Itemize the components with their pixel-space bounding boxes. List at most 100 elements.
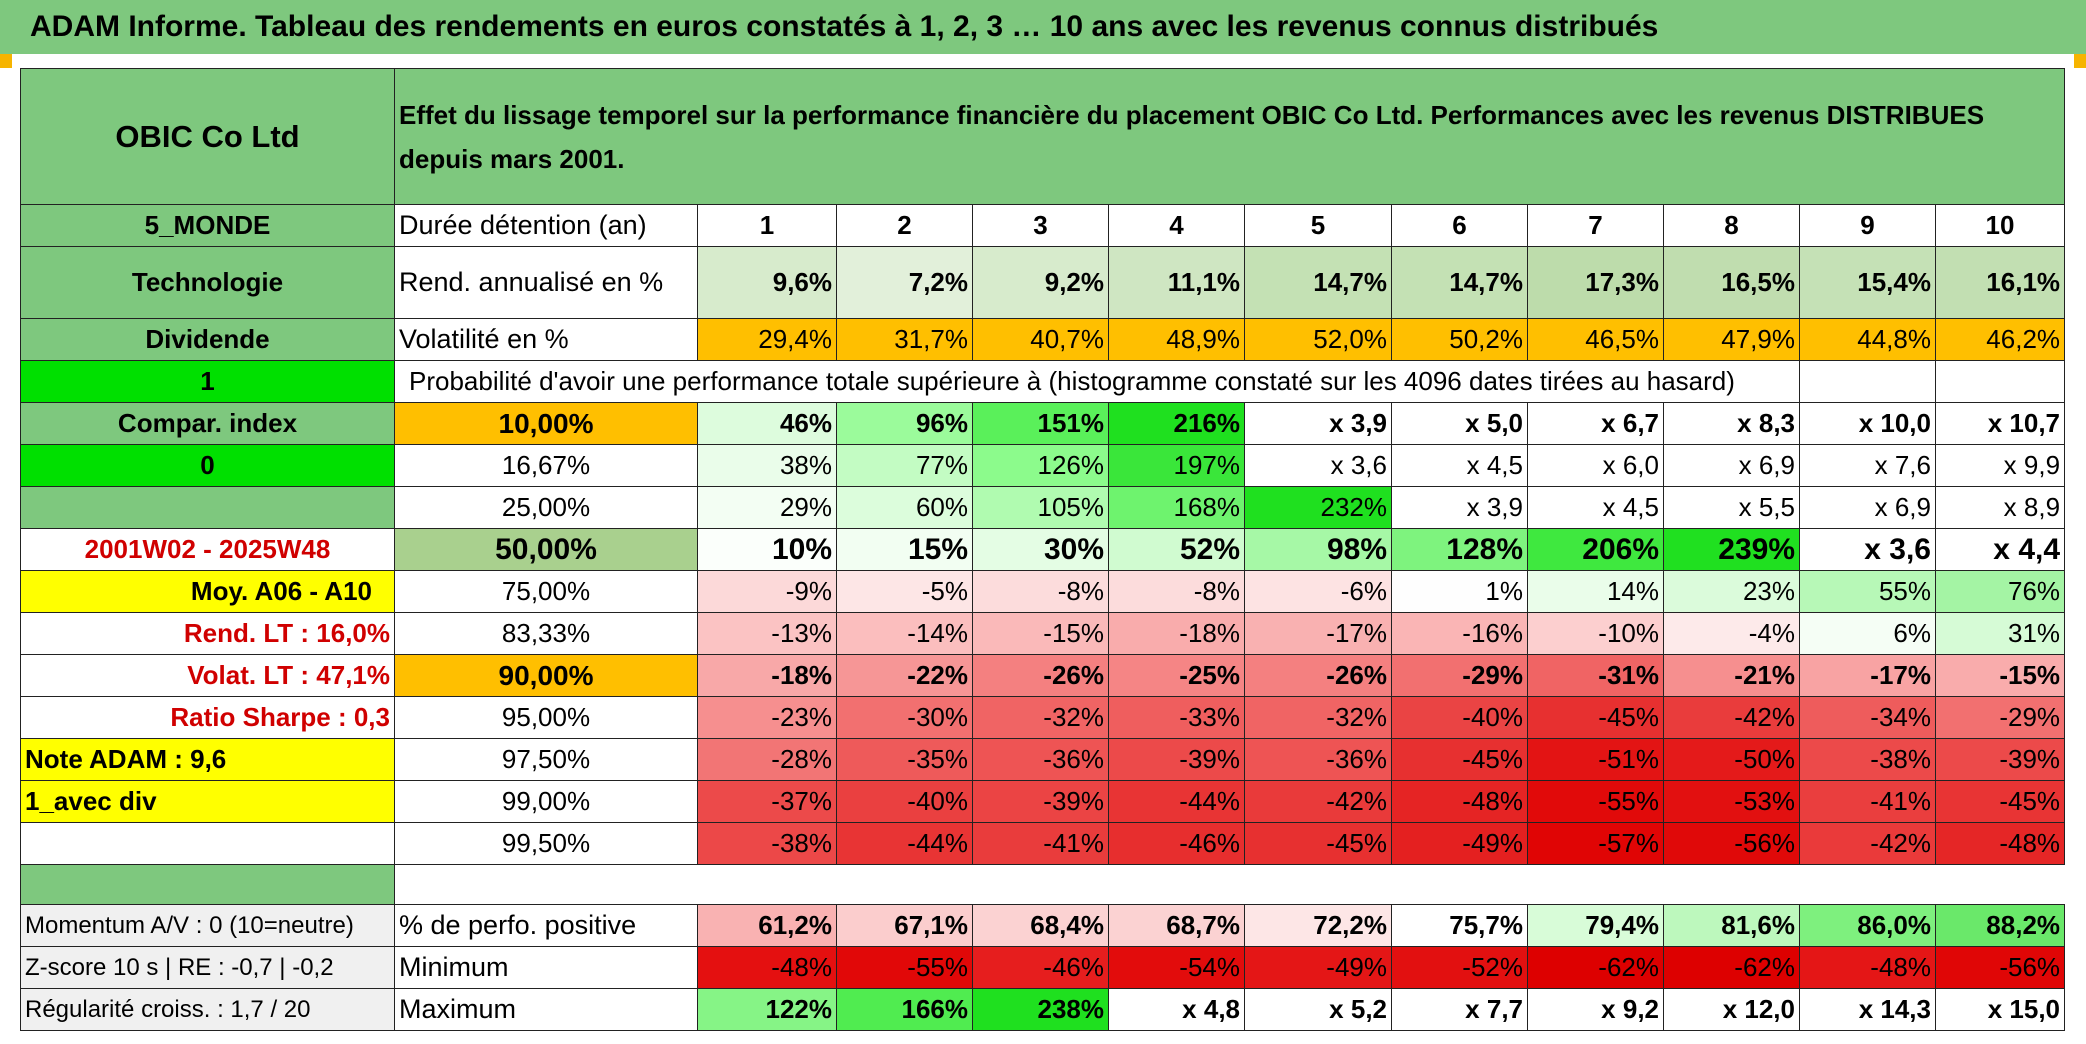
quantile-value-cell: -29% bbox=[1391, 654, 1528, 697]
table-row: 25,00% 29% 60% 105% 168% 232% x 3,9 x 4,5 x 5,5 x… bbox=[20, 486, 2066, 529]
table-row: Compar. index 10,00% 46% 96% 151% 216% x 3,9 x … bbox=[20, 402, 2066, 445]
year-header: 2 bbox=[836, 204, 973, 247]
table-row: Volat. LT : 47,1% 90,00% -18% -22% -26% -25% -… bbox=[20, 654, 2066, 697]
positive-perf-cell: 68,4% bbox=[972, 904, 1109, 947]
quantile-value-cell: -55% bbox=[1527, 780, 1664, 823]
annual-return-cell: 11,1% bbox=[1108, 246, 1245, 319]
positive-perf-cell: 75,7% bbox=[1391, 904, 1528, 947]
quantile-value-cell: 55% bbox=[1799, 570, 1936, 613]
annual-return-cell: 7,2% bbox=[836, 246, 973, 319]
quantile-value-cell: -21% bbox=[1663, 654, 1800, 697]
volatility-cell: 52,0% bbox=[1244, 318, 1392, 361]
maximum-cell: 122% bbox=[697, 988, 837, 1031]
quantile-value-cell: -45% bbox=[1934, 780, 2066, 823]
quantile-value-cell: -15% bbox=[1934, 654, 2066, 697]
quantile-value-cell: -28% bbox=[697, 738, 837, 781]
quantile-label: 99,00% bbox=[394, 780, 698, 823]
quantile-label: 90,00% bbox=[394, 654, 698, 697]
table-row: 1_avec div 99,00% -37% -40% -39% -44% -42% -48%… bbox=[20, 780, 2066, 823]
quantile-value-cell: 6% bbox=[1799, 612, 1936, 655]
quantile-value-cell: x 10,0 bbox=[1799, 402, 1936, 445]
volatility-cell: 29,4% bbox=[697, 318, 837, 361]
quantile-value-cell: 216% bbox=[1108, 402, 1245, 445]
regularity-label: Régularité croiss. : 1,7 / 20 bbox=[20, 988, 395, 1031]
volatility-cell: 48,9% bbox=[1108, 318, 1245, 361]
positive-perf-cell: 86,0% bbox=[1799, 904, 1936, 947]
quantile-value-cell: -40% bbox=[836, 780, 973, 823]
quantile-value-cell: -5% bbox=[836, 570, 973, 613]
long-term-return: Rend. LT : 16,0% bbox=[20, 612, 395, 655]
minimum-cell: -49% bbox=[1244, 946, 1392, 989]
quantile-value-cell: x 10,7 bbox=[1934, 402, 2066, 445]
maximum-cell: x 9,2 bbox=[1527, 988, 1664, 1031]
dividend-mode: 1_avec div bbox=[20, 780, 395, 823]
quantile-value-cell: 10% bbox=[697, 528, 837, 571]
quantile-value-cell: x 8,9 bbox=[1934, 486, 2066, 529]
period-label: 2001W02 - 2025W48 bbox=[20, 528, 395, 571]
quantile-value-cell: -44% bbox=[1108, 780, 1245, 823]
annual-return-cell: 14,7% bbox=[1244, 246, 1392, 319]
quantile-value-cell: -9% bbox=[697, 570, 837, 613]
minimum-cell: -62% bbox=[1527, 946, 1664, 989]
quantile-value-cell: 232% bbox=[1244, 486, 1392, 529]
annual-return-cell: 16,5% bbox=[1663, 246, 1800, 319]
quantile-label: 10,00% bbox=[394, 402, 698, 445]
quantile-value-cell: 38% bbox=[697, 444, 837, 487]
maximum-label: Maximum bbox=[394, 988, 698, 1031]
table-row: Dividende Volatilité en % 29,4% 31,7% 40,7% 4… bbox=[20, 318, 2066, 361]
maximum-cell: x 14,3 bbox=[1799, 988, 1936, 1031]
quantile-value-cell: -42% bbox=[1244, 780, 1392, 823]
quantile-value-cell: -30% bbox=[836, 696, 973, 739]
quantile-value-cell: -36% bbox=[1244, 738, 1392, 781]
quantile-value-cell: x 8,3 bbox=[1663, 402, 1800, 445]
quantile-value-cell: -13% bbox=[697, 612, 837, 655]
annual-return-cell: 17,3% bbox=[1527, 246, 1664, 319]
table-row: 0 16,67% 38% 77% 126% 197% x 3,6 x 4,5 x 6,0 x 6,… bbox=[20, 444, 2066, 487]
quantile-value-cell: -4% bbox=[1663, 612, 1800, 655]
report-title: ADAM Informe. Tableau des rendements en … bbox=[0, 0, 2086, 54]
quantile-value-cell: 60% bbox=[836, 486, 973, 529]
quantile-value-cell: -50% bbox=[1663, 738, 1800, 781]
year-header: 9 bbox=[1799, 204, 1936, 247]
quantile-label: 75,00% bbox=[394, 570, 698, 613]
minimum-cell: -62% bbox=[1663, 946, 1800, 989]
positive-perf-cell: 81,6% bbox=[1663, 904, 1800, 947]
quantile-value-cell: -42% bbox=[1799, 822, 1936, 865]
quantile-value-cell: 31% bbox=[1934, 612, 2066, 655]
quantile-value-cell: -34% bbox=[1799, 696, 1936, 739]
quantile-value-cell: x 6,0 bbox=[1527, 444, 1664, 487]
quantile-value-cell: x 6,9 bbox=[1799, 486, 1936, 529]
description: Effet du lissage temporel sur la perform… bbox=[393, 68, 2066, 205]
table-row: 1 Probabilité d'avoir une performance tot… bbox=[20, 360, 2066, 403]
quantile-value-cell: 30% bbox=[972, 528, 1109, 571]
quantile-value-cell: 96% bbox=[836, 402, 973, 445]
quantile-value-cell: 46% bbox=[697, 402, 837, 445]
table-row: Z-score 10 s | RE : -0,7 | -0,2 Minimum -4… bbox=[20, 946, 2066, 989]
quantile-value-cell: -44% bbox=[836, 822, 973, 865]
minimum-cell: -46% bbox=[972, 946, 1109, 989]
annual-return-cell: 14,7% bbox=[1391, 246, 1528, 319]
dividend-label: Dividende bbox=[20, 318, 395, 361]
quantile-value-cell: x 4,5 bbox=[1527, 486, 1664, 529]
quantile-value-cell: 239% bbox=[1663, 528, 1800, 571]
long-term-volatility: Volat. LT : 47,1% bbox=[20, 654, 395, 697]
table-row: 99,50% -38% -44% -41% -46% -45% -49% -57% -56% -4… bbox=[20, 822, 2066, 865]
quantile-value-cell: -17% bbox=[1244, 612, 1392, 655]
minimum-cell: -54% bbox=[1108, 946, 1245, 989]
quantile-label: 95,00% bbox=[394, 696, 698, 739]
quantile-value-cell: x 4,5 bbox=[1391, 444, 1528, 487]
quantile-value-cell: -36% bbox=[972, 738, 1109, 781]
quantile-value-cell: -14% bbox=[836, 612, 973, 655]
volatility-cell: 44,8% bbox=[1799, 318, 1936, 361]
quantile-value-cell: 1% bbox=[1391, 570, 1528, 613]
quantile-value-cell: -37% bbox=[697, 780, 837, 823]
positive-perf-cell: 88,2% bbox=[1934, 904, 2066, 947]
minimum-cell: -48% bbox=[1799, 946, 1936, 989]
quantile-value-cell: x 9,9 bbox=[1934, 444, 2066, 487]
quantile-value-cell: -39% bbox=[1108, 738, 1245, 781]
quantile-value-cell: 151% bbox=[972, 402, 1109, 445]
table-row: 5_MONDE Durée détention (an) 1 2 3 4 5 6 7 8 9 10 bbox=[20, 204, 2066, 247]
volatility-cell: 46,2% bbox=[1934, 318, 2066, 361]
quantile-value-cell: -51% bbox=[1527, 738, 1664, 781]
quantile-value-cell: -39% bbox=[1934, 738, 2066, 781]
